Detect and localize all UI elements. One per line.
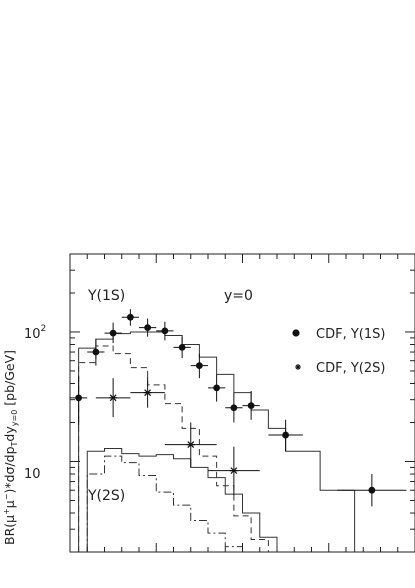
plot-frame	[69, 253, 415, 553]
point-1s-10	[247, 402, 255, 410]
point-1s-0	[75, 394, 83, 402]
data-points	[70, 309, 407, 507]
point-2s-1	[143, 389, 152, 397]
y-axis-label: BR(μ+μ−)*dσ/dpTdyy=0 [pb/GeV]	[2, 350, 19, 545]
annotation-upsilon-2s: Υ(2S)	[87, 488, 125, 504]
curve-dashdot-3	[86, 455, 243, 552]
legend-label-2s: CDF, Υ(2S)	[316, 361, 385, 376]
point-1s-1	[92, 348, 100, 356]
point-1s-4	[144, 324, 152, 332]
legend-label-1s: CDF, Υ(1S)	[316, 327, 385, 342]
curve-solid-0	[78, 331, 356, 552]
point-1s-12	[368, 486, 376, 494]
y-tick-label-10: 10	[24, 467, 41, 482]
point-1s-7	[195, 362, 203, 369]
point-1s-8	[213, 384, 221, 392]
point-1s-5	[161, 327, 169, 335]
point-2s-0	[109, 394, 118, 402]
legend-marker-star	[295, 364, 301, 370]
point-1s-11	[282, 431, 290, 439]
point-1s-9	[230, 404, 238, 412]
point-1s-3	[126, 313, 134, 321]
annotation-rapidity: y=0	[224, 288, 253, 304]
y-tick-label-100: 102	[24, 324, 46, 342]
axis-ticks	[70, 254, 415, 553]
point-1s-6	[178, 344, 186, 351]
curve-dashed-1	[78, 345, 286, 553]
point-2s-2	[186, 441, 195, 449]
annotation-upsilon-1s: Υ(1S)	[87, 288, 125, 304]
legend-marker-circle	[292, 329, 300, 337]
legend: CDF, Υ(1S) CDF, Υ(2S)	[292, 327, 385, 376]
curve-solid-2	[86, 447, 278, 552]
point-2s-3	[229, 467, 238, 475]
point-1s-2	[109, 329, 117, 337]
model-curves	[78, 331, 356, 553]
